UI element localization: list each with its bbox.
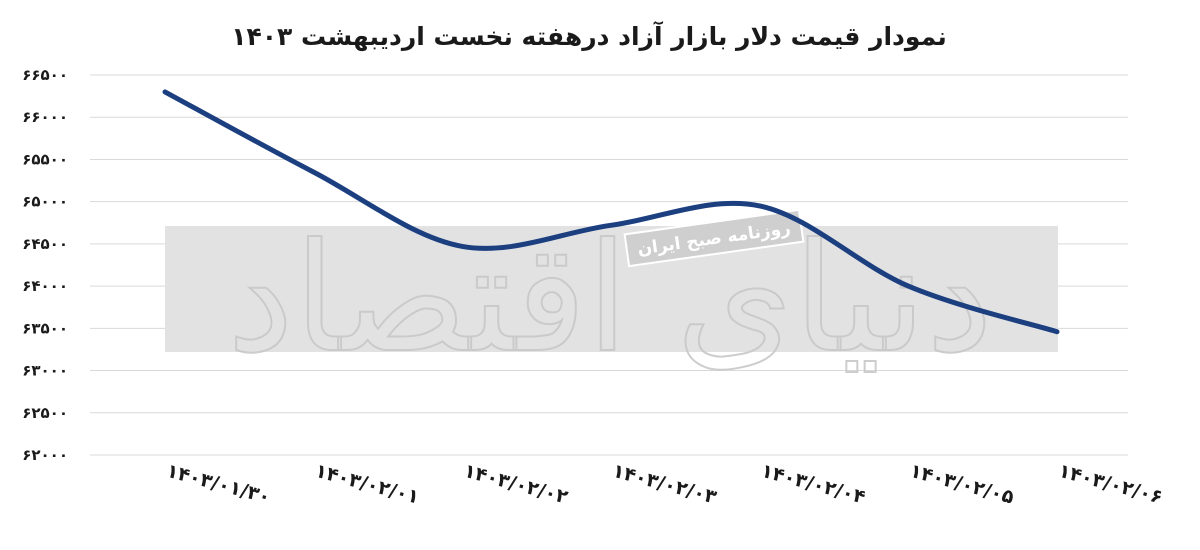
- x-axis-ticks: ۱۴۰۳/۰۱/۳۰ ۱۴۰۳/۰۲/۰۱ ۱۴۰۳/۰۲/۰۲ ۱۴۰۳/۰۲/۰۳…: [164, 460, 1165, 509]
- y-axis-ticks: ۶۶۵۰۰ ۶۶۰۰۰ ۶۵۵۰۰ ۶۵۰۰۰ ۶۴۵۰۰ ۶۴۰۰۰ ۶۳۵۰۰ ۶۳۰۰۰…: [22, 66, 68, 464]
- y-tick-label: ۶۲۰۰۰: [22, 446, 68, 464]
- y-tick-label: ۶۶۰۰۰: [22, 108, 68, 126]
- x-tick-label: ۱۴۰۳/۰۲/۰۶: [1056, 460, 1165, 509]
- watermark: دنیای اقتصاد روزنامه صبح ایران: [165, 208, 1058, 387]
- y-tick-label: ۶۳۵۰۰: [22, 319, 68, 337]
- chart-title: نمودار قیمت دلار بازار آزاد درهفته نخست …: [231, 21, 946, 52]
- x-tick-label: ۱۴۰۳/۰۲/۰۳: [610, 460, 719, 509]
- y-tick-label: ۶۵۵۰۰: [22, 150, 68, 168]
- watermark-label-box: [623, 208, 805, 268]
- x-tick-label: ۱۴۰۳/۰۲/۰۱: [313, 460, 422, 509]
- x-tick-label: ۱۴۰۳/۰۱/۳۰: [164, 460, 273, 509]
- y-tick-label: ۶۳۰۰۰: [22, 362, 68, 380]
- y-tick-label: ۶۵۰۰۰: [22, 193, 68, 211]
- y-tick-label: ۶۴۵۰۰: [22, 235, 68, 253]
- x-tick-label: ۱۴۰۳/۰۲/۰۲: [462, 460, 571, 509]
- x-tick-label: ۱۴۰۳/۰۲/۰۵: [908, 460, 1017, 509]
- y-tick-label: ۶۶۵۰۰: [22, 66, 68, 84]
- y-tick-label: ۶۲۵۰۰: [22, 404, 68, 422]
- series-layer: [162, 89, 1060, 335]
- watermark-logo: دنیای اقتصاد: [227, 212, 993, 386]
- x-tick-label: ۱۴۰۳/۰۲/۰۴: [759, 460, 868, 509]
- y-tick-label: ۶۴۰۰۰: [22, 277, 68, 295]
